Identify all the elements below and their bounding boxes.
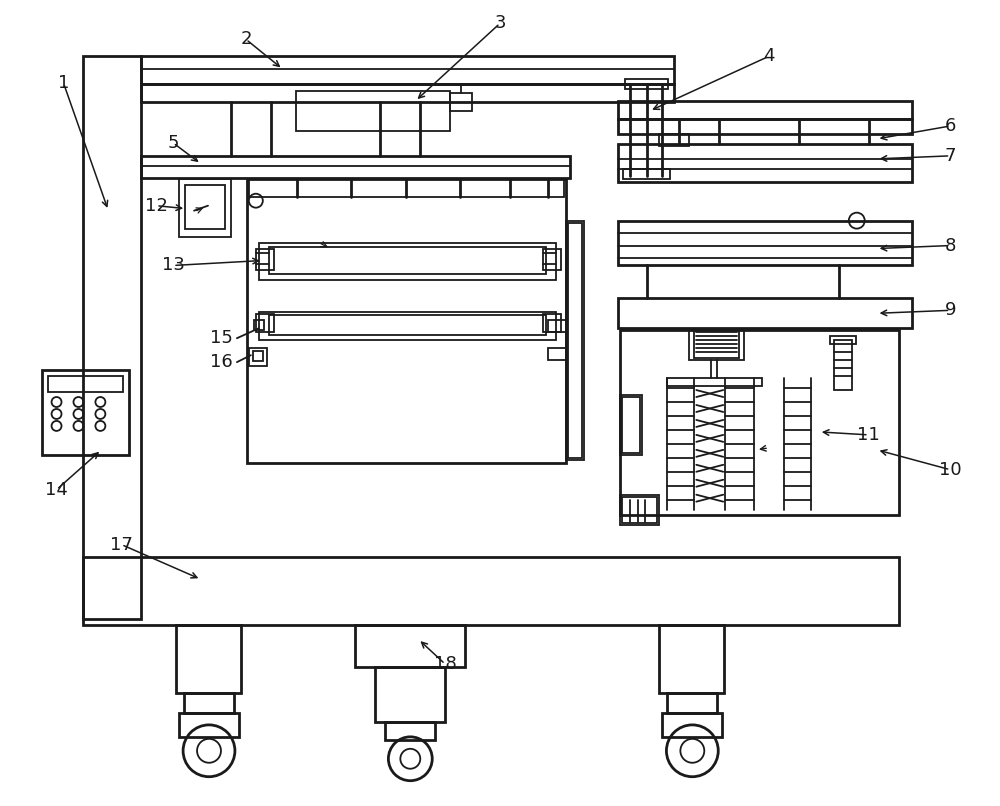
Bar: [566, 221, 584, 459]
Text: 13: 13: [162, 256, 185, 275]
Text: 6: 6: [945, 117, 956, 135]
Text: 7: 7: [945, 147, 956, 165]
Text: 4: 4: [763, 48, 775, 65]
Bar: [256, 314, 274, 332]
Bar: [83, 56, 141, 619]
Bar: [568, 222, 582, 458]
Text: 18: 18: [434, 655, 457, 673]
Bar: [659, 134, 689, 146]
Bar: [375, 667, 445, 722]
Text: 2: 2: [240, 31, 252, 48]
Bar: [42, 370, 129, 455]
Bar: [830, 336, 856, 344]
Bar: [185, 185, 225, 229]
Text: 9: 9: [945, 301, 956, 319]
Bar: [48, 376, 123, 392]
Bar: [249, 348, 267, 366]
Bar: [620, 495, 659, 525]
Bar: [662, 713, 722, 737]
Bar: [141, 84, 674, 102]
Bar: [259, 312, 556, 340]
Bar: [253, 351, 263, 361]
Text: 5: 5: [167, 134, 179, 152]
Bar: [659, 625, 724, 693]
Bar: [622, 496, 657, 522]
Text: 15: 15: [210, 329, 232, 347]
Bar: [247, 179, 566, 463]
Bar: [548, 348, 566, 360]
Bar: [141, 56, 674, 84]
Bar: [269, 247, 546, 275]
Bar: [543, 314, 561, 332]
Text: 17: 17: [110, 535, 133, 554]
Bar: [184, 693, 234, 713]
Bar: [618, 221, 912, 265]
Text: 10: 10: [939, 461, 962, 479]
Text: 16: 16: [210, 353, 232, 371]
Bar: [618, 101, 912, 119]
Bar: [450, 93, 472, 111]
Bar: [618, 119, 912, 134]
Bar: [667, 693, 717, 713]
Bar: [296, 91, 450, 131]
Bar: [269, 315, 546, 335]
Bar: [834, 340, 852, 390]
Text: 3: 3: [494, 15, 506, 32]
Bar: [543, 248, 561, 271]
Text: 1: 1: [58, 74, 69, 92]
Bar: [618, 144, 912, 182]
Bar: [83, 558, 899, 625]
Bar: [385, 722, 435, 740]
Bar: [694, 330, 739, 358]
Text: 11: 11: [857, 426, 880, 444]
Bar: [176, 625, 241, 693]
Bar: [620, 330, 899, 514]
Bar: [667, 378, 762, 386]
Bar: [254, 320, 264, 330]
Bar: [179, 713, 239, 737]
Bar: [548, 320, 566, 332]
Bar: [249, 179, 564, 197]
Bar: [179, 179, 231, 237]
Bar: [259, 243, 556, 280]
Bar: [689, 330, 744, 360]
Text: 8: 8: [945, 236, 956, 255]
Text: 14: 14: [45, 480, 68, 499]
Bar: [141, 156, 570, 178]
Bar: [355, 625, 465, 667]
Bar: [256, 248, 274, 271]
Bar: [622, 397, 640, 453]
Bar: [625, 79, 668, 89]
Text: 12: 12: [145, 197, 168, 214]
Bar: [623, 168, 670, 179]
Bar: [620, 395, 642, 455]
Bar: [618, 298, 912, 328]
